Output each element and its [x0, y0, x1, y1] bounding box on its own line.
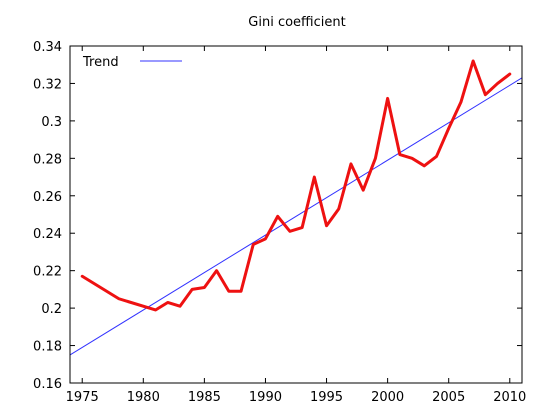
x-tick-label: 2010: [493, 390, 526, 405]
y-tick-label: 0.24: [33, 227, 62, 242]
y-tick-label: 0.2: [41, 302, 62, 317]
series-line-trend: [69, 77, 523, 356]
y-tick-label: 0.16: [33, 377, 62, 392]
y-tick-label: 0.3: [41, 115, 62, 130]
x-tick-label: 1995: [310, 390, 343, 405]
x-tick-label: 1975: [66, 390, 99, 405]
y-tick-label: 0.28: [33, 152, 62, 167]
y-tick-label: 0.22: [33, 265, 62, 280]
series-line-gini: [80, 59, 512, 312]
chart-title: Gini coefficient: [248, 15, 345, 30]
y-tick-label: 0.26: [33, 190, 62, 205]
legend-label-trend: Trend: [82, 55, 119, 70]
y-tick-label: 0.32: [33, 77, 62, 92]
x-tick-label: 2005: [432, 390, 465, 405]
x-tick-label: 1980: [127, 390, 160, 405]
x-tick-label: 2000: [371, 390, 404, 405]
legend: Trend: [78, 52, 188, 72]
plot-frame: [69, 45, 523, 384]
y-tick-label: 0.34: [33, 40, 62, 55]
x-tick-label: 1990: [249, 390, 282, 405]
x-tick-label: 1985: [188, 390, 221, 405]
y-tick-label: 0.18: [33, 340, 62, 355]
